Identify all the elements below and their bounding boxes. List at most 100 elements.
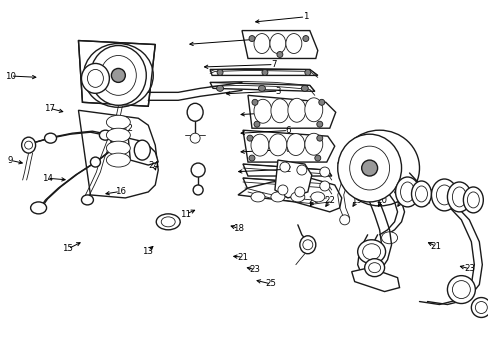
Text: 10: 10 [5, 72, 16, 81]
Ellipse shape [285, 33, 301, 54]
Ellipse shape [470, 298, 488, 318]
Ellipse shape [279, 162, 289, 172]
Polygon shape [238, 178, 341, 212]
Ellipse shape [318, 99, 324, 105]
Ellipse shape [415, 186, 427, 202]
Ellipse shape [304, 69, 310, 75]
Ellipse shape [451, 187, 466, 207]
Ellipse shape [304, 98, 322, 122]
Text: 21: 21 [430, 242, 441, 251]
Ellipse shape [339, 215, 349, 225]
Text: 16: 16 [114, 187, 125, 196]
Text: 22: 22 [324, 196, 335, 205]
Ellipse shape [81, 195, 93, 205]
Ellipse shape [190, 133, 200, 143]
Ellipse shape [357, 240, 385, 264]
Text: 13: 13 [142, 247, 153, 256]
Ellipse shape [302, 240, 312, 250]
Ellipse shape [316, 135, 322, 141]
Ellipse shape [314, 155, 320, 161]
Ellipse shape [290, 192, 304, 202]
Ellipse shape [411, 181, 430, 207]
Ellipse shape [319, 167, 329, 177]
Ellipse shape [319, 181, 329, 191]
Ellipse shape [258, 85, 265, 91]
Ellipse shape [337, 134, 401, 202]
Ellipse shape [193, 185, 203, 195]
Ellipse shape [430, 179, 456, 211]
Ellipse shape [262, 69, 267, 75]
Ellipse shape [161, 217, 175, 227]
Ellipse shape [100, 55, 136, 95]
Ellipse shape [364, 259, 384, 276]
Text: 19: 19 [350, 196, 361, 205]
Polygon shape [210, 82, 314, 91]
Polygon shape [210, 69, 317, 75]
Ellipse shape [451, 280, 469, 298]
Text: 22: 22 [395, 196, 406, 205]
Ellipse shape [99, 130, 111, 140]
Ellipse shape [301, 85, 308, 91]
Ellipse shape [268, 134, 286, 156]
Ellipse shape [216, 85, 223, 91]
Ellipse shape [362, 244, 380, 260]
Ellipse shape [90, 45, 146, 105]
Ellipse shape [447, 182, 470, 212]
Ellipse shape [253, 121, 260, 127]
Text: 23: 23 [249, 265, 260, 274]
Text: 14: 14 [41, 174, 52, 183]
Ellipse shape [24, 141, 33, 149]
Ellipse shape [83, 44, 153, 107]
Text: 18: 18 [233, 224, 244, 233]
Ellipse shape [90, 157, 100, 167]
Text: 20: 20 [376, 196, 386, 205]
Ellipse shape [304, 133, 322, 155]
Ellipse shape [81, 63, 109, 93]
Text: 25: 25 [265, 279, 276, 288]
Ellipse shape [436, 185, 451, 205]
Ellipse shape [368, 263, 380, 273]
Text: 17: 17 [44, 104, 55, 113]
Ellipse shape [339, 130, 419, 206]
Polygon shape [78, 110, 158, 198]
Ellipse shape [294, 187, 304, 197]
Text: 2: 2 [285, 165, 290, 174]
Ellipse shape [287, 98, 305, 122]
Polygon shape [243, 130, 334, 162]
Ellipse shape [467, 192, 478, 208]
Ellipse shape [111, 68, 125, 82]
Text: 9: 9 [8, 156, 13, 165]
Polygon shape [243, 164, 331, 176]
Text: 6: 6 [285, 126, 290, 135]
Ellipse shape [361, 160, 377, 176]
Ellipse shape [31, 202, 46, 214]
Ellipse shape [248, 155, 254, 161]
Ellipse shape [381, 232, 397, 244]
Text: 4: 4 [285, 107, 290, 116]
Text: 23: 23 [464, 265, 475, 274]
Ellipse shape [447, 276, 474, 303]
Ellipse shape [106, 153, 130, 167]
Ellipse shape [106, 141, 130, 155]
Ellipse shape [270, 192, 285, 202]
Ellipse shape [250, 192, 264, 202]
Ellipse shape [134, 140, 150, 160]
Ellipse shape [253, 99, 271, 123]
Ellipse shape [250, 134, 268, 156]
Ellipse shape [156, 214, 180, 230]
Ellipse shape [400, 182, 414, 202]
Text: 1: 1 [302, 12, 307, 21]
Ellipse shape [302, 36, 308, 41]
Ellipse shape [299, 236, 315, 254]
Text: 5: 5 [256, 35, 262, 44]
Text: 24: 24 [148, 161, 160, 170]
Ellipse shape [106, 115, 130, 129]
Ellipse shape [474, 302, 487, 314]
Ellipse shape [277, 185, 287, 195]
Polygon shape [274, 160, 311, 198]
Polygon shape [247, 95, 335, 128]
Ellipse shape [349, 146, 389, 190]
Ellipse shape [217, 69, 223, 75]
Ellipse shape [187, 103, 203, 121]
Ellipse shape [191, 163, 204, 177]
